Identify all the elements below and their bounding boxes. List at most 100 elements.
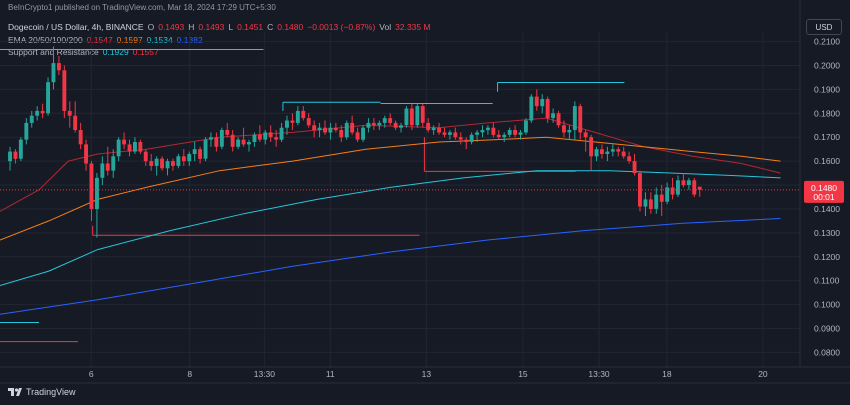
- candle-body: [600, 149, 604, 154]
- candle-body: [371, 122, 376, 126]
- candle-body: [127, 144, 132, 152]
- candle-body: [214, 137, 219, 147]
- x-tick-label: 15: [518, 369, 528, 379]
- candle-body: [366, 122, 371, 128]
- candle-body: [594, 149, 599, 157]
- candle-body: [203, 139, 208, 159]
- candle-body: [111, 156, 116, 171]
- candle-body: [122, 139, 126, 145]
- candle-body: [154, 158, 159, 166]
- candle-body: [589, 137, 594, 157]
- candle-body: [513, 130, 517, 135]
- candle-body: [18, 139, 23, 159]
- candle-body: [648, 199, 653, 209]
- candle-body: [306, 118, 311, 126]
- candle-body: [95, 177, 99, 209]
- candle-body: [442, 132, 447, 135]
- candle-body: [578, 106, 583, 133]
- candle-body: [556, 113, 561, 126]
- candle-body: [480, 130, 485, 133]
- symbol-row: Dogecoin / US Dollar, 4h, BINANCE O 0.149…: [8, 21, 431, 34]
- y-tick-label: 0.1700: [814, 132, 840, 142]
- candle-body: [507, 130, 512, 135]
- x-tick-label: 13: [422, 369, 432, 379]
- ema-line-200: [0, 218, 781, 315]
- symbol-title[interactable]: Dogecoin / US Dollar, 4h, BINANCE: [8, 22, 144, 32]
- candle-body: [448, 132, 452, 135]
- candle-body: [29, 115, 34, 123]
- candle-body: [116, 139, 121, 157]
- candle-body: [100, 163, 105, 178]
- y-tick-label: 0.0800: [814, 347, 840, 357]
- candle-body: [551, 113, 555, 119]
- candle-body: [377, 122, 382, 126]
- candle-body: [268, 132, 273, 138]
- candle-body: [252, 134, 257, 142]
- ohlc-o: 0.1493: [158, 22, 185, 32]
- candle-body: [475, 132, 479, 135]
- candle-body: [486, 127, 490, 131]
- candle-body: [143, 151, 148, 162]
- candle-body: [681, 180, 686, 186]
- candle-body: [138, 142, 143, 152]
- candle-body: [209, 137, 213, 140]
- last-price-value: 0.1480: [811, 183, 837, 193]
- candle-body: [73, 115, 78, 130]
- candle-body: [382, 118, 387, 123]
- candle-body: [333, 127, 338, 131]
- last-price-tag: [804, 180, 844, 203]
- publisher-line: BeInCrypto1 published on TradingView.com…: [8, 3, 276, 12]
- candle-body: [632, 161, 637, 174]
- sr-support-value: 0.1557: [132, 47, 159, 57]
- candle-body: [496, 134, 501, 138]
- candle-body: [165, 161, 170, 169]
- candle-body: [431, 127, 436, 131]
- candle-body: [247, 142, 251, 145]
- candle-body: [388, 118, 393, 123]
- ema-line-50: [0, 136, 781, 241]
- candle-body: [534, 96, 539, 107]
- candle-body: [540, 99, 545, 107]
- candle-body: [491, 127, 496, 135]
- ema50-value: 0.1597: [116, 34, 143, 45]
- candle-body: [46, 82, 50, 114]
- candle-body: [518, 132, 523, 135]
- candle-body: [453, 132, 458, 138]
- currency-button[interactable]: USD: [806, 19, 842, 35]
- candle-body: [192, 149, 197, 154]
- ema20-value: 0.1547: [86, 34, 113, 45]
- candle-body: [697, 186, 702, 190]
- candle-body: [219, 130, 224, 147]
- candle-body: [328, 127, 333, 133]
- candle-body: [665, 187, 670, 202]
- candle-body: [344, 122, 349, 138]
- x-tick-label: 6: [89, 369, 94, 379]
- candle-body: [241, 139, 246, 145]
- candle-body: [420, 106, 425, 123]
- ohlc-h: 0.1493: [198, 22, 225, 32]
- candle-body: [610, 149, 615, 152]
- candle-body: [616, 149, 621, 152]
- candle-body: [404, 108, 409, 126]
- candle-body: [627, 156, 632, 162]
- candle-body: [105, 163, 110, 171]
- candle-body: [290, 120, 295, 123]
- candle-body: [323, 127, 327, 133]
- y-tick-label: 0.1300: [814, 228, 840, 238]
- ohlc-change: −0.0013 (−0.87%): [307, 22, 376, 32]
- y-tick-label: 0.1600: [814, 156, 840, 166]
- volume-value: 32.335 M: [395, 22, 431, 32]
- candle-body: [40, 110, 45, 114]
- x-tick-label: 18: [662, 369, 672, 379]
- ohlc-l-label: L: [228, 22, 234, 32]
- candle-body: [545, 99, 550, 119]
- candle-body: [361, 127, 365, 140]
- candle-body: [160, 158, 164, 169]
- candle-body: [279, 127, 284, 140]
- candle-body: [676, 180, 680, 195]
- candle-body: [225, 130, 230, 135]
- tradingview-brand[interactable]: TradingView: [8, 387, 76, 397]
- volume-label: Vol: [379, 22, 392, 32]
- candle-body: [198, 149, 202, 159]
